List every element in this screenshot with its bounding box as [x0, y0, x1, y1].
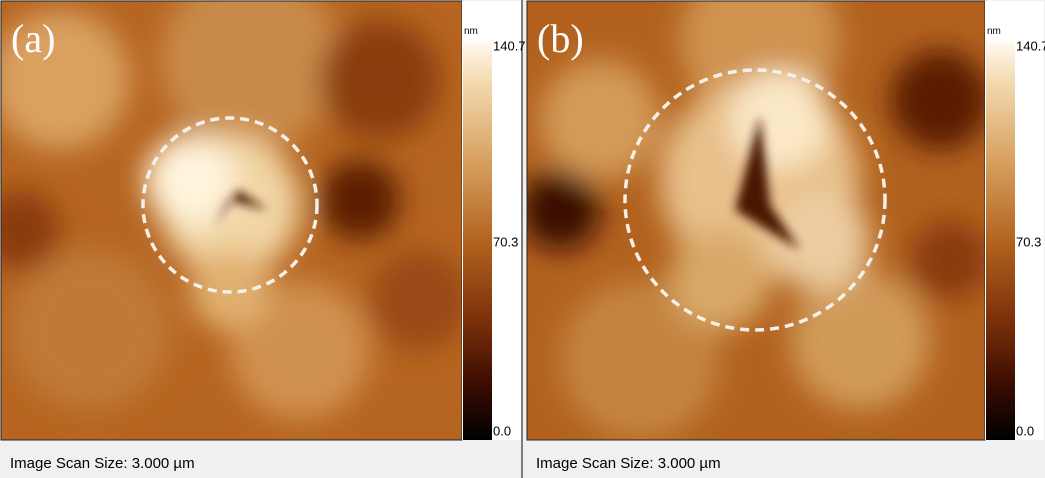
- panel-label: (b): [537, 16, 584, 61]
- blob: [320, 160, 400, 240]
- blob: [730, 70, 830, 170]
- panel: (b) nm 140.7 70.3 0.0 Image Scan Size: 3.000 …: [520, 0, 1045, 472]
- panel: (a) nm 140.7 70.3 0.0 Image Scan Size: 3.000 …: [0, 0, 526, 472]
- scale-unit: nm: [987, 26, 1001, 37]
- scale-tick-label: 0.0: [1016, 423, 1034, 438]
- scale-tick-label: 140.7: [1016, 38, 1045, 53]
- color-bar: [463, 42, 492, 440]
- scale-tick-label: 140.7: [493, 38, 526, 53]
- blob: [190, 250, 270, 330]
- panel-label: (a): [11, 16, 55, 61]
- blob: [910, 220, 990, 300]
- scale-tick-label: 70.3: [1016, 234, 1041, 249]
- afm-image: [0, 0, 470, 440]
- blob: [145, 135, 235, 225]
- blob: [370, 250, 470, 350]
- scale-tick-label: 0.0: [493, 423, 511, 438]
- blob: [790, 270, 930, 410]
- blob: [520, 170, 600, 250]
- blob: [890, 50, 990, 150]
- figure: (a) nm 140.7 70.3 0.0 Image Scan Size: 3.000 …: [0, 0, 1045, 478]
- scale-tick-label: 70.3: [493, 234, 518, 249]
- blob: [10, 250, 170, 410]
- scale-unit: nm: [464, 26, 478, 37]
- scan-size-caption: Image Scan Size: 3.000 µm: [536, 455, 721, 472]
- blob: [320, 20, 440, 140]
- color-bar: [986, 42, 1015, 440]
- blob: [670, 230, 770, 330]
- afm-image: [520, 0, 990, 440]
- blob: [540, 60, 660, 180]
- scan-size-caption: Image Scan Size: 3.000 µm: [10, 455, 195, 472]
